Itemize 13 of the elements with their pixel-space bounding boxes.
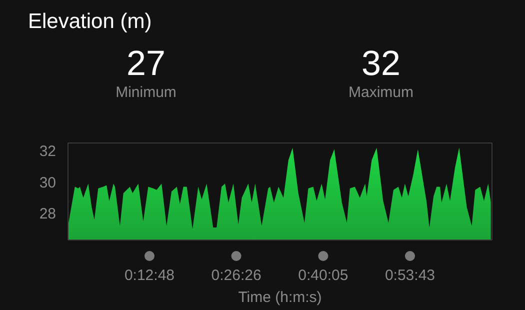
y-tick-label: 30 xyxy=(39,174,56,192)
x-tick-label: 0:40:05 xyxy=(298,267,348,284)
text: 32 xyxy=(360,44,402,84)
x-tick-label: 0:53:43 xyxy=(384,267,436,284)
x-axis-title: Time (h:m:s) xyxy=(238,289,322,306)
x-tick-label: 0:26:26 xyxy=(211,267,262,284)
chart-title: Elevation (m) xyxy=(28,10,152,34)
text: Maximum xyxy=(348,84,414,102)
y-tick-label: 28 xyxy=(39,206,56,223)
text: 27 xyxy=(126,44,166,84)
x-tick-label: 0:12:48 xyxy=(124,267,175,284)
y-tick-label: 32 xyxy=(39,143,56,160)
text: Minimum xyxy=(116,84,176,102)
